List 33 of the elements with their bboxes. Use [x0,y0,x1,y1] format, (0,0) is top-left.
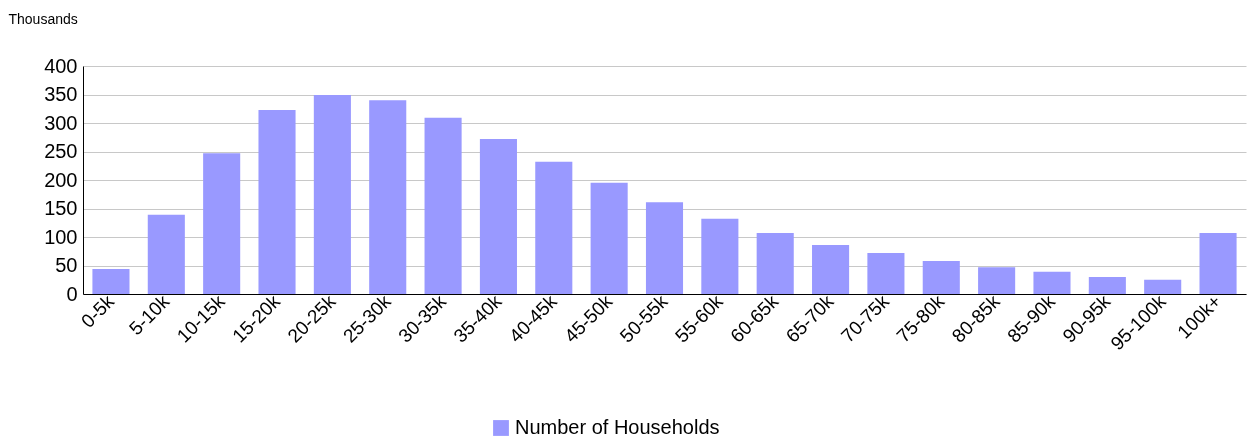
y-tick-label: 0 [66,282,78,305]
bar [92,268,130,294]
bar [313,95,351,294]
bar [1033,271,1071,294]
y-tick-label: 300 [44,111,78,134]
bar [258,109,296,294]
bar [812,244,850,294]
y-tick-label: 50 [55,254,78,276]
x-tick-label: 0-5k [77,290,119,332]
bar [535,161,573,294]
bar [922,260,960,294]
y-tick-label: 200 [44,168,78,191]
y-tick-label: 250 [44,140,78,162]
bar [369,100,407,294]
y-tick-label: 100 [44,225,78,248]
bar [645,202,684,294]
bar [147,214,185,294]
bar [479,138,517,294]
y-axis-title: Thousands [8,10,78,27]
bar [203,153,241,294]
bar [756,233,794,294]
y-tick-label: 150 [44,197,78,219]
bar [978,267,1016,294]
bar [867,252,905,294]
bar [701,218,739,294]
bar [1088,276,1126,294]
y-tick-label: 350 [44,83,78,105]
bar [424,117,462,294]
y-tick-label: 400 [44,54,78,77]
bar [590,182,628,294]
bar [1144,279,1182,294]
bar [1199,233,1237,294]
legend-label: Number of Households [515,416,720,438]
